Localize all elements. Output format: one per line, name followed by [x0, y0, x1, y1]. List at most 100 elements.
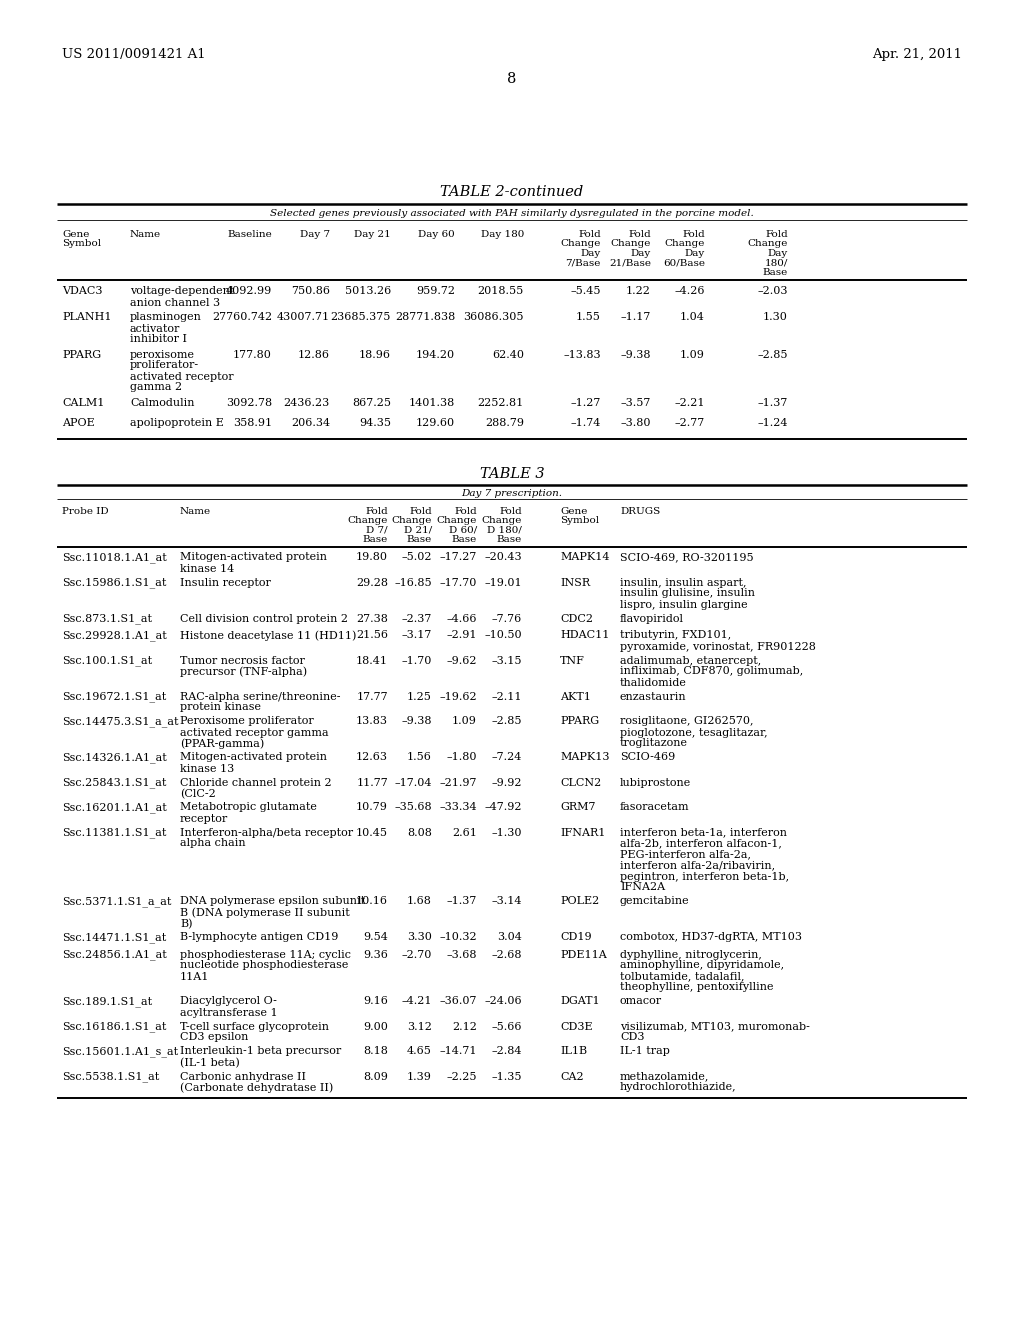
Text: Fold: Fold — [366, 507, 388, 516]
Text: 867.25: 867.25 — [352, 397, 391, 408]
Text: PDE11A: PDE11A — [560, 949, 607, 960]
Text: 21/Base: 21/Base — [609, 259, 651, 268]
Text: Ssc.100.1.S1_at: Ssc.100.1.S1_at — [62, 656, 153, 667]
Text: 12.63: 12.63 — [356, 752, 388, 763]
Text: 18.96: 18.96 — [359, 350, 391, 359]
Text: enzastaurin: enzastaurin — [620, 692, 687, 701]
Text: (Carbonate dehydratase II): (Carbonate dehydratase II) — [180, 1082, 333, 1093]
Text: receptor: receptor — [180, 813, 228, 824]
Text: Day 7 prescription.: Day 7 prescription. — [462, 488, 562, 498]
Text: –2.91: –2.91 — [446, 631, 477, 640]
Text: adalimumab, etanercept,: adalimumab, etanercept, — [620, 656, 761, 665]
Text: CD3: CD3 — [620, 1032, 644, 1043]
Text: insulin glulisine, insulin: insulin glulisine, insulin — [620, 589, 755, 598]
Text: Metabotropic glutamate: Metabotropic glutamate — [180, 803, 316, 813]
Text: Ssc.11018.1.A1_at: Ssc.11018.1.A1_at — [62, 553, 167, 564]
Text: fasoracetam: fasoracetam — [620, 803, 689, 813]
Text: Day 60: Day 60 — [418, 230, 455, 239]
Text: Ssc.24856.1.A1_at: Ssc.24856.1.A1_at — [62, 949, 167, 960]
Text: 2252.81: 2252.81 — [478, 397, 524, 408]
Text: –3.15: –3.15 — [492, 656, 522, 665]
Text: CD19: CD19 — [560, 932, 592, 942]
Text: precursor (TNF-alpha): precursor (TNF-alpha) — [180, 667, 307, 677]
Text: –2.68: –2.68 — [492, 949, 522, 960]
Text: 9.36: 9.36 — [364, 949, 388, 960]
Text: Apr. 21, 2011: Apr. 21, 2011 — [872, 48, 962, 61]
Text: infliximab, CDF870, golimumab,: infliximab, CDF870, golimumab, — [620, 667, 803, 676]
Text: RAC-alpha serine/threonine-: RAC-alpha serine/threonine- — [180, 692, 341, 701]
Text: PPARG: PPARG — [560, 717, 599, 726]
Text: 2.12: 2.12 — [453, 1022, 477, 1031]
Text: Fold: Fold — [410, 507, 432, 516]
Text: SCIO-469: SCIO-469 — [620, 752, 675, 763]
Text: Day: Day — [631, 249, 651, 257]
Text: –1.37: –1.37 — [758, 397, 788, 408]
Text: Ssc.25843.1.S1_at: Ssc.25843.1.S1_at — [62, 777, 166, 788]
Text: –17.27: –17.27 — [439, 553, 477, 562]
Text: –3.14: –3.14 — [492, 896, 522, 907]
Text: 959.72: 959.72 — [416, 286, 455, 297]
Text: 288.79: 288.79 — [485, 417, 524, 428]
Text: TNF: TNF — [560, 656, 585, 665]
Text: Fold: Fold — [682, 230, 705, 239]
Text: kinase 13: kinase 13 — [180, 763, 234, 774]
Text: dyphylline, nitroglycerin,: dyphylline, nitroglycerin, — [620, 949, 762, 960]
Text: Day: Day — [685, 249, 705, 257]
Text: Name: Name — [180, 507, 211, 516]
Text: –4.26: –4.26 — [675, 286, 705, 297]
Text: Baseline: Baseline — [227, 230, 272, 239]
Text: POLE2: POLE2 — [560, 896, 599, 907]
Text: voltage-dependent: voltage-dependent — [130, 286, 234, 297]
Text: 27760.742: 27760.742 — [212, 313, 272, 322]
Text: 62.40: 62.40 — [492, 350, 524, 359]
Text: –5.66: –5.66 — [492, 1022, 522, 1031]
Text: Base: Base — [452, 535, 477, 544]
Text: gamma 2: gamma 2 — [130, 383, 182, 392]
Text: protein kinase: protein kinase — [180, 702, 261, 713]
Text: troglitazone: troglitazone — [620, 738, 688, 748]
Text: 1401.38: 1401.38 — [409, 397, 455, 408]
Text: 8.18: 8.18 — [364, 1047, 388, 1056]
Text: Ssc.15601.1.A1_s_at: Ssc.15601.1.A1_s_at — [62, 1047, 178, 1057]
Text: 9.00: 9.00 — [364, 1022, 388, 1031]
Text: Insulin receptor: Insulin receptor — [180, 578, 271, 587]
Text: activated receptor gamma: activated receptor gamma — [180, 727, 329, 738]
Text: 1.25: 1.25 — [408, 692, 432, 701]
Text: 177.80: 177.80 — [233, 350, 272, 359]
Text: 1.55: 1.55 — [577, 313, 601, 322]
Text: IL-1 trap: IL-1 trap — [620, 1047, 670, 1056]
Text: T-cell surface glycoprotein: T-cell surface glycoprotein — [180, 1022, 329, 1031]
Text: Chloride channel protein 2: Chloride channel protein 2 — [180, 777, 332, 788]
Text: 1.39: 1.39 — [408, 1072, 432, 1081]
Text: alfa-2b, interferon alfacon-1,: alfa-2b, interferon alfacon-1, — [620, 838, 782, 849]
Text: –17.70: –17.70 — [439, 578, 477, 587]
Text: Day 7: Day 7 — [300, 230, 330, 239]
Text: Ssc.19672.1.S1_at: Ssc.19672.1.S1_at — [62, 692, 166, 702]
Text: 28771.838: 28771.838 — [394, 313, 455, 322]
Text: nucleotide phosphodiesterase: nucleotide phosphodiesterase — [180, 961, 348, 970]
Text: –2.21: –2.21 — [675, 397, 705, 408]
Text: Change: Change — [481, 516, 522, 525]
Text: –21.97: –21.97 — [439, 777, 477, 788]
Text: –2.70: –2.70 — [401, 949, 432, 960]
Text: 17.77: 17.77 — [356, 692, 388, 701]
Text: B): B) — [180, 919, 193, 929]
Text: 27.38: 27.38 — [356, 614, 388, 623]
Text: aminophylline, dipyridamole,: aminophylline, dipyridamole, — [620, 961, 784, 970]
Text: CDC2: CDC2 — [560, 614, 593, 623]
Text: –3.80: –3.80 — [621, 417, 651, 428]
Text: Diacylglycerol O-: Diacylglycerol O- — [180, 997, 276, 1006]
Text: DNA polymerase epsilon subunit: DNA polymerase epsilon subunit — [180, 896, 366, 907]
Text: 3.04: 3.04 — [497, 932, 522, 942]
Text: TABLE 3: TABLE 3 — [479, 466, 545, 480]
Text: 12.86: 12.86 — [298, 350, 330, 359]
Text: 60/Base: 60/Base — [663, 259, 705, 268]
Text: Change: Change — [748, 239, 788, 248]
Text: –4.66: –4.66 — [446, 614, 477, 623]
Text: 23685.375: 23685.375 — [331, 313, 391, 322]
Text: –2.37: –2.37 — [401, 614, 432, 623]
Text: –3.17: –3.17 — [401, 631, 432, 640]
Text: –2.84: –2.84 — [492, 1047, 522, 1056]
Text: lispro, insulin glargine: lispro, insulin glargine — [620, 599, 748, 610]
Text: thalidomide: thalidomide — [620, 677, 687, 688]
